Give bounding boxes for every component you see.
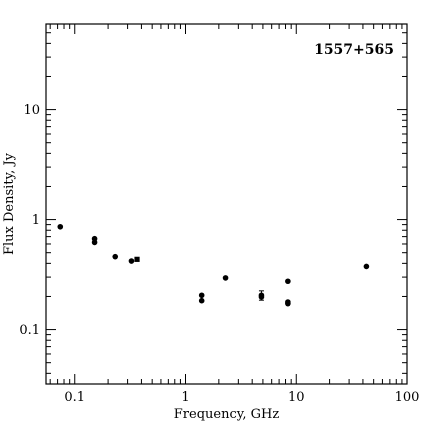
data-point [363, 263, 370, 270]
data-point [112, 253, 119, 260]
data-point-square [134, 256, 140, 262]
plot-frame [45, 23, 408, 385]
x-tick-label: 0.1 [64, 390, 85, 405]
y-tick-label: 10 [23, 103, 40, 118]
data-point [198, 297, 205, 304]
y-tick-label: 0.1 [19, 323, 40, 338]
data-point [57, 223, 64, 230]
x-tick-label: 100 [395, 390, 420, 405]
data-point [285, 278, 291, 285]
y-axis-title: Flux Density, Jy [2, 152, 17, 255]
x-tick-label: 10 [288, 390, 305, 405]
data-point [285, 300, 291, 307]
data-point [91, 239, 98, 246]
axis-tick-labels: 0.1 1 10 100 0.1 1 10 [19, 103, 419, 405]
x-tick-label: 1 [181, 390, 189, 405]
data-point [128, 258, 135, 264]
source-name: 1557+565 [314, 42, 394, 58]
axis-ticks [46, 23, 408, 384]
x-axis-title: Frequency, GHz [174, 407, 280, 422]
data-point [198, 292, 205, 299]
y-tick-label: 1 [32, 213, 40, 228]
data-points [57, 223, 370, 307]
data-point [222, 275, 229, 281]
data-point [258, 294, 265, 300]
